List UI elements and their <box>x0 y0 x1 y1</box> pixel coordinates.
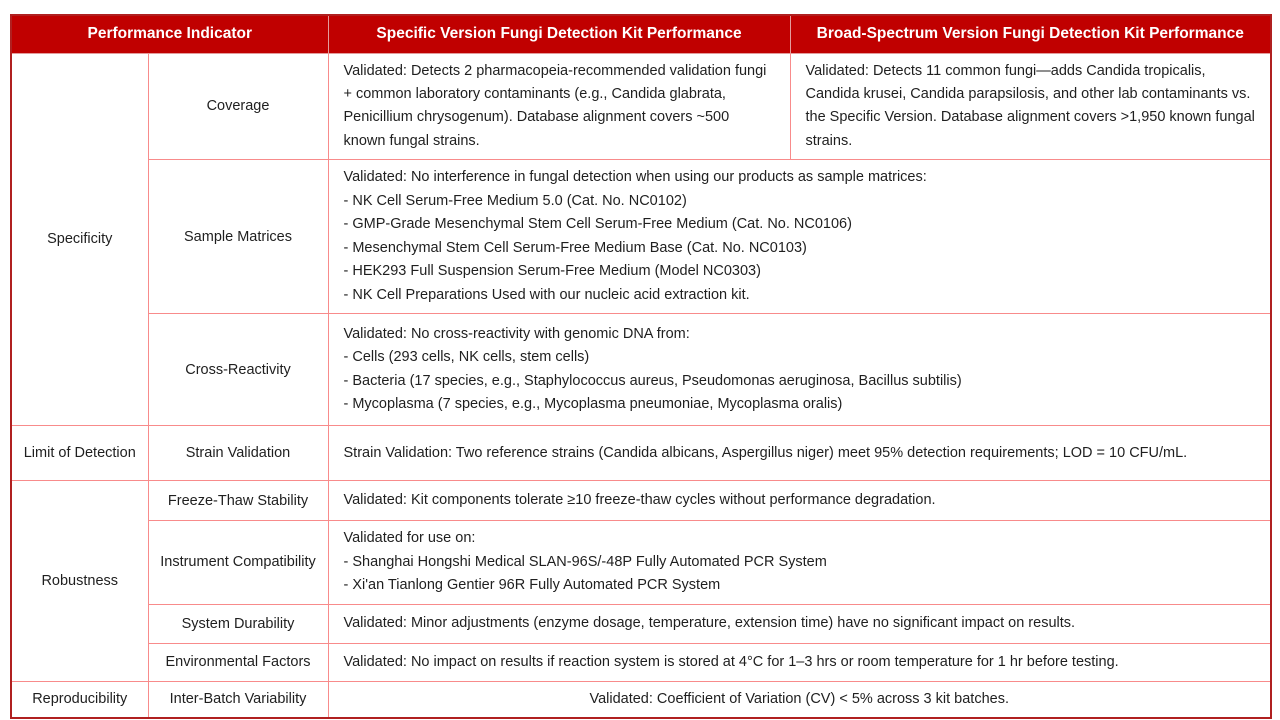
content-inter-batch: Validated: Coefficient of Variation (CV)… <box>327 680 1272 719</box>
header-row: Performance Indicator Specific Version F… <box>10 14 1272 54</box>
content-environmental: Validated: No impact on results if react… <box>327 642 1272 682</box>
content-coverage-specific: Validated: Detects 2 pharmacopeia-recomm… <box>327 52 791 161</box>
row-inter-batch: Reproducibility Inter-Batch Variability … <box>10 680 1272 719</box>
label-inter-batch: Inter-Batch Variability <box>147 680 329 719</box>
label-system-durability: System Durability <box>147 603 329 644</box>
row-freeze-thaw: Robustness Freeze-Thaw Stability Validat… <box>10 480 1272 682</box>
content-sample-matrices: Validated: No interference in fungal det… <box>327 159 1272 315</box>
header-broad-spectrum: Broad-Spectrum Version Fungi Detection K… <box>789 14 1272 54</box>
row-instrument: Instrument Compatibility Validated for u… <box>11 520 1272 605</box>
row-system-durability: System Durability Validated: Minor adjus… <box>11 603 1272 644</box>
content-system-durability: Validated: Minor adjustments (enzyme dos… <box>327 603 1272 644</box>
performance-table: Performance Indicator Specific Version F… <box>10 14 1272 720</box>
label-sample-matrices: Sample Matrices <box>147 159 329 315</box>
label-strain-validation: Strain Validation <box>147 425 329 482</box>
label-freeze-thaw: Freeze-Thaw Stability <box>147 480 329 522</box>
content-freeze-thaw: Validated: Kit components tolerate ≥10 f… <box>327 480 1272 522</box>
content-coverage-broad: Validated: Detects 11 common fungi—adds … <box>789 52 1272 161</box>
label-environmental: Environmental Factors <box>147 642 329 682</box>
group-reproducibility: Reproducibility <box>10 680 149 719</box>
content-instrument: Validated for use on: - Shanghai Hongshi… <box>327 520 1272 605</box>
group-specificity: Specificity <box>10 52 149 427</box>
content-cross-reactivity: Validated: No cross-reactivity with geno… <box>327 313 1272 427</box>
row-coverage: Specificity Coverage Validated: Detects … <box>10 52 1272 427</box>
group-limit-of-detection: Limit of Detection <box>10 425 149 482</box>
row-strain-validation: Limit of Detection Strain Validation Str… <box>10 425 1272 482</box>
label-cross-reactivity: Cross-Reactivity <box>147 313 329 427</box>
group-robustness: Robustness <box>10 480 149 682</box>
content-strain-validation: Strain Validation: Two reference strains… <box>327 425 1272 482</box>
row-sample-matrices: Sample Matrices Validated: No interferen… <box>11 159 1272 315</box>
label-coverage: Coverage <box>147 52 329 161</box>
row-environmental: Environmental Factors Validated: No impa… <box>11 642 1272 682</box>
header-performance-indicator: Performance Indicator <box>10 14 329 54</box>
row-cross-reactivity: Cross-Reactivity Validated: No cross-rea… <box>11 313 1272 427</box>
label-instrument: Instrument Compatibility <box>147 520 329 605</box>
header-specific-version: Specific Version Fungi Detection Kit Per… <box>327 14 791 54</box>
